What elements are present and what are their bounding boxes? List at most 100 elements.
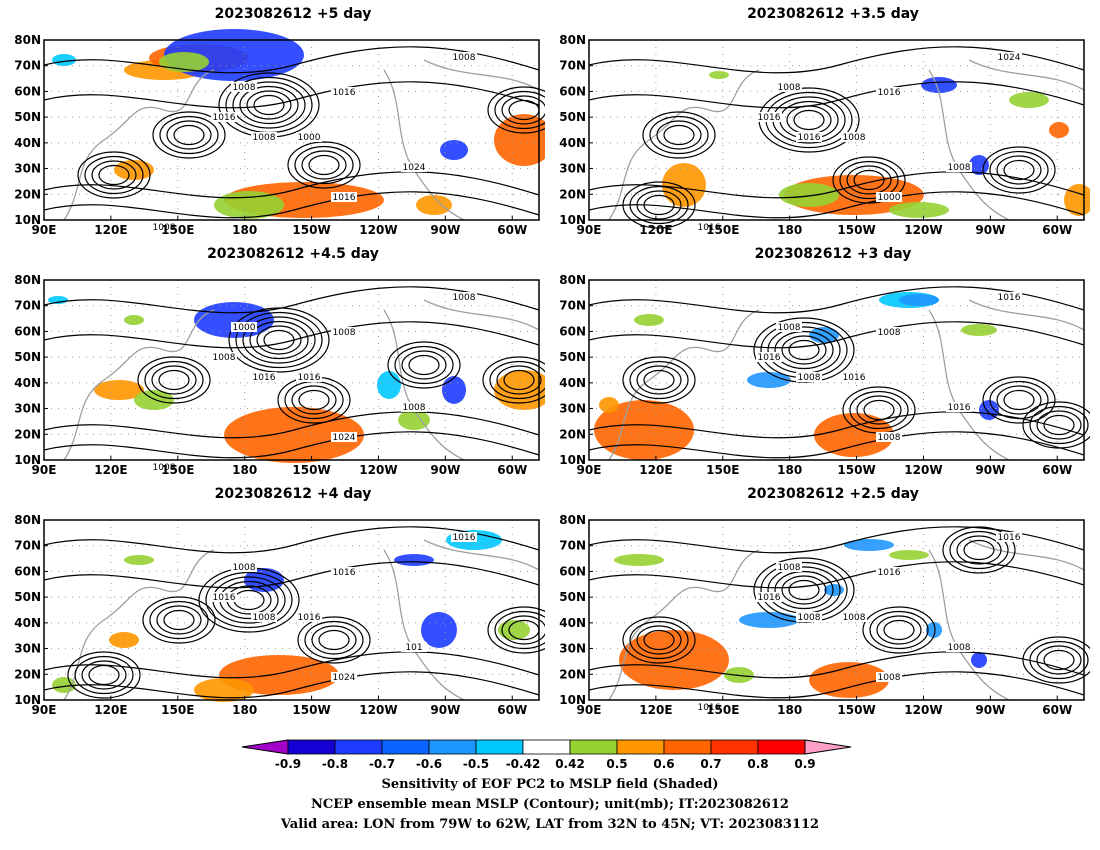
colorbar-swatch [757, 739, 806, 755]
isobar-contour [43, 191, 540, 219]
isobar-contour [74, 655, 134, 695]
isobar-contour [149, 600, 209, 640]
contour-label: 1008 [878, 328, 901, 338]
y-tick-label: 50N [14, 110, 41, 124]
contour-label: 1008 [948, 163, 971, 173]
isobar-contour [629, 620, 689, 660]
colorbar-tick-label: -0.6 [416, 757, 442, 771]
sensitivity-shading [394, 554, 434, 566]
contour-label: 1016 [213, 113, 236, 123]
colorbar-tick-label: -0.8 [322, 757, 348, 771]
isobar-contour [173, 124, 205, 146]
y-tick-label: 30N [14, 162, 41, 176]
sensitivity-shading [1049, 122, 1069, 138]
contour-label-bg [211, 352, 237, 362]
contour-label: 1008 [778, 83, 801, 93]
y-tick-label: 50N [559, 590, 586, 604]
isobar-contour [294, 145, 354, 185]
sensitivity-shading [442, 376, 466, 404]
y-tick-label: 40N [14, 136, 41, 150]
y-tick-label: 10N [14, 213, 41, 227]
contour-label-bg [401, 162, 427, 172]
colorbar-tick-label: 0.8 [747, 757, 768, 771]
isobar-contour [788, 579, 820, 601]
x-tick-label: 90W [430, 223, 460, 237]
sensitivity-shading [377, 371, 401, 399]
y-tick-label: 60N [559, 84, 586, 98]
colorbar-swatch [475, 739, 524, 755]
isobar-contour [1003, 159, 1035, 181]
x-tick-label: 150W [292, 463, 330, 477]
contour-label: 1008 [403, 403, 426, 413]
isobar-contour [308, 154, 340, 176]
contour-label: 1016 [333, 568, 356, 578]
sensitivity-shading [899, 294, 939, 306]
contour-label-bg [696, 702, 722, 712]
colorbar-swatch [663, 739, 712, 755]
x-tick-label: 150W [837, 703, 875, 717]
isobar-contour [43, 671, 540, 699]
contour-label: 1024 [998, 53, 1021, 63]
colorbar-end-left [241, 739, 289, 755]
y-tick-label: 40N [559, 616, 586, 630]
x-tick-label: 120W [359, 223, 397, 237]
sensitivity-shading [662, 163, 706, 207]
sensitivity-shading [921, 77, 957, 93]
isobar-contour [1003, 389, 1035, 411]
isobar-contour [636, 365, 682, 395]
contour-label-bg [331, 87, 357, 97]
colorbar-swatch [381, 739, 430, 755]
x-tick-label: 120E [639, 703, 672, 717]
sensitivity-shading [124, 555, 154, 565]
colorbar-swatch [428, 739, 477, 755]
isobar-contour [963, 539, 995, 561]
contour-label-bg [841, 612, 867, 622]
sensitivity-shading [48, 296, 68, 304]
contour-label-bg [451, 532, 477, 542]
contour-label-bg [776, 322, 802, 332]
isobar-contour [98, 164, 130, 186]
sensitivity-shading [971, 652, 987, 668]
colorbar-tick-label: 0.7 [700, 757, 721, 771]
contour-label-bg [451, 292, 477, 302]
contour-label-bg [841, 132, 867, 142]
x-tick-label: 90E [577, 463, 602, 477]
contour-label-bg [296, 132, 322, 142]
y-tick-label: 60N [14, 564, 41, 578]
map-panel-4: 1008 1016 1008 1016 1016 1024 1016 101 90E 120E 15… [14, 513, 545, 717]
isobar-contour [853, 169, 885, 191]
contour-label-bg [876, 87, 902, 97]
sensitivity-shading [824, 584, 844, 596]
y-tick-label: 40N [14, 376, 41, 390]
isobar-contour [287, 141, 361, 189]
contour-label: 1008 [253, 613, 276, 623]
contour-label: 1016 [253, 373, 276, 383]
contour-label: 1008 [798, 373, 821, 383]
x-tick-label: 150W [292, 703, 330, 717]
isobar-contour [301, 150, 347, 180]
isobar-contour [503, 369, 535, 391]
contour-label-bg [796, 372, 822, 382]
x-tick-label: 90W [430, 703, 460, 717]
x-tick-label: 150W [292, 223, 330, 237]
contour-label-bg [331, 567, 357, 577]
contour-label-bg [251, 132, 277, 142]
isobar-contour [996, 385, 1042, 415]
x-tick-label: 150E [161, 463, 194, 477]
isobar-contour [942, 526, 1016, 574]
contour-label-bg [876, 672, 902, 682]
contour-label-bg [796, 132, 822, 142]
isobar-contour [788, 339, 820, 361]
isobar-contour [496, 365, 542, 395]
contour-label: 1024 [403, 163, 426, 173]
sensitivity-shading [844, 539, 894, 551]
sensitivity-shading [709, 71, 729, 79]
isobar-contour [982, 376, 1056, 424]
x-tick-label: 90W [430, 463, 460, 477]
sensitivity-shading [779, 183, 839, 207]
isobar-contour [862, 606, 936, 654]
contour-label: 1016 [948, 403, 971, 413]
